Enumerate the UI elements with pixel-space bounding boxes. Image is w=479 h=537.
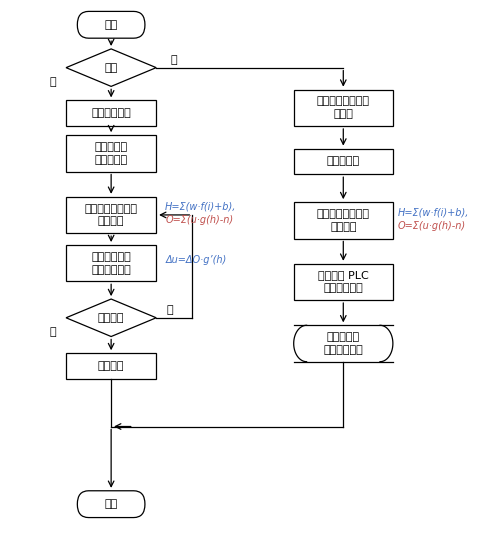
Text: 读取原水流量、原
水水质: 读取原水流量、原 水水质 [317, 97, 370, 119]
Text: Δu=ΔO·g’(h): Δu=ΔO·g’(h) [165, 256, 227, 265]
Text: 精度达到: 精度达到 [98, 313, 125, 323]
Text: 提取历史数据: 提取历史数据 [91, 108, 131, 118]
Polygon shape [294, 325, 307, 362]
FancyBboxPatch shape [66, 197, 156, 233]
Polygon shape [380, 325, 393, 362]
Text: 是: 是 [49, 328, 56, 338]
Text: 训练: 训练 [104, 63, 118, 72]
Text: O=Σ(u·g(h)-n): O=Σ(u·g(h)-n) [165, 215, 233, 226]
FancyBboxPatch shape [77, 11, 145, 38]
Text: 是: 是 [49, 77, 56, 88]
FancyBboxPatch shape [77, 491, 145, 518]
FancyBboxPatch shape [66, 100, 156, 126]
Text: 完成: 完成 [104, 499, 118, 509]
FancyBboxPatch shape [294, 90, 393, 126]
Text: H=Σ(w·f(i)+b),: H=Σ(w·f(i)+b), [165, 202, 237, 212]
Text: 记录输入输
出，历史存储: 记录输入输 出，历史存储 [323, 332, 363, 355]
Text: 否: 否 [166, 304, 173, 315]
FancyBboxPatch shape [294, 149, 393, 174]
Text: 输出写入 PLC
作为投药预测: 输出写入 PLC 作为投药预测 [318, 271, 369, 293]
Text: 用权值和历史输入
计算输出: 用权值和历史输入 计算输出 [85, 204, 137, 226]
Text: 用权值和当前输入
计算输出: 用权值和当前输入 计算输出 [317, 209, 370, 231]
Text: 数据归一化: 数据归一化 [327, 156, 360, 166]
Text: 否: 否 [171, 55, 178, 64]
Polygon shape [66, 299, 156, 337]
FancyBboxPatch shape [66, 135, 156, 171]
Text: 比较输出误差
反向优化权值: 比较输出误差 反向优化权值 [91, 252, 131, 274]
FancyBboxPatch shape [294, 325, 393, 362]
FancyBboxPatch shape [294, 264, 393, 300]
FancyBboxPatch shape [294, 202, 393, 238]
Polygon shape [66, 49, 156, 86]
FancyBboxPatch shape [66, 353, 156, 379]
Text: H=Σ(w·f(i)+b),: H=Σ(w·f(i)+b), [398, 207, 469, 217]
Text: 数据归一化
初始化权值: 数据归一化 初始化权值 [94, 142, 128, 165]
Text: 更新权值: 更新权值 [98, 361, 125, 371]
Text: 开始: 开始 [104, 20, 118, 30]
Text: O=Σ(u·g(h)-n): O=Σ(u·g(h)-n) [398, 221, 466, 231]
FancyBboxPatch shape [66, 245, 156, 281]
